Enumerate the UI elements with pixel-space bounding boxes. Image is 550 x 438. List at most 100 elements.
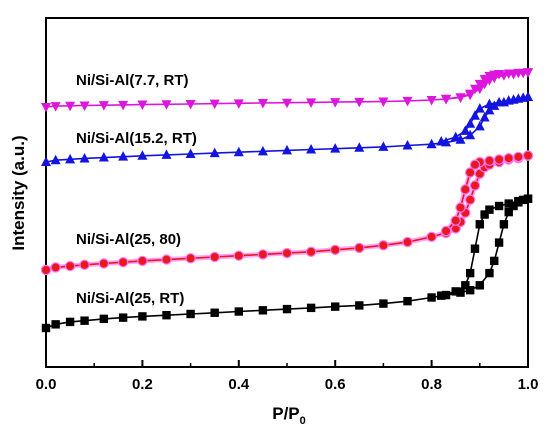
data-point-square <box>138 312 147 321</box>
data-point-triangle-down <box>441 94 452 105</box>
x-tick-label: 0.4 <box>228 376 250 393</box>
data-point-square <box>509 201 518 211</box>
data-point-circle <box>484 155 495 166</box>
data-point-triangle-up <box>65 153 76 164</box>
series-3 <box>41 68 533 113</box>
data-point-triangle-up <box>474 120 485 131</box>
data-point-triangle-down <box>330 98 341 108</box>
data-point-triangle-up <box>209 147 220 158</box>
data-point-triangle-down <box>41 103 51 113</box>
data-point-triangle-down <box>79 101 90 111</box>
data-point-triangle-down <box>479 74 490 85</box>
data-point-square <box>306 303 316 313</box>
data-point-circle <box>40 264 52 276</box>
data-point-square <box>494 201 504 211</box>
x-tick-label: 0.0 <box>36 376 57 393</box>
series-label-3: Ni/Si-Al(7.7, RT) <box>76 72 189 89</box>
data-point-circle <box>469 180 481 191</box>
data-point-square <box>456 288 465 297</box>
data-point-circle <box>513 151 524 163</box>
data-point-triangle-up <box>354 142 365 152</box>
data-point-triangle-up <box>474 103 485 113</box>
data-point-circle <box>378 240 389 251</box>
data-point-square <box>80 316 89 325</box>
series-layer <box>40 68 534 333</box>
data-point-square <box>494 238 504 247</box>
data-point-circle <box>64 260 76 272</box>
data-point-circle <box>281 247 293 259</box>
data-point-square <box>480 210 489 219</box>
data-point-triangle-down <box>282 98 292 109</box>
data-point-triangle-up <box>484 98 495 109</box>
data-point-triangle-down <box>523 68 533 78</box>
data-point-triangle-up <box>450 131 461 142</box>
data-point-circle <box>354 242 365 254</box>
x-axis-ticks: 0.0 0.2 0.4 0.6 0.8 1.0 <box>36 360 538 393</box>
data-point-triangle-down <box>257 99 268 109</box>
data-point-square <box>234 307 243 316</box>
data-point-triangle-up <box>257 145 268 156</box>
data-point-triangle-down <box>137 100 148 111</box>
series-label-2: Ni/Si-Al(15.2, RT) <box>76 130 197 147</box>
data-point-square <box>485 268 494 278</box>
data-point-triangle-down <box>65 101 76 112</box>
data-point-triangle-down <box>513 68 524 79</box>
data-point-triangle-down <box>469 84 480 95</box>
data-point-circle <box>450 215 461 226</box>
x-axis-title-subscript: 0 <box>300 415 306 427</box>
data-point-square <box>485 205 494 214</box>
data-point-square <box>465 268 475 278</box>
data-point-triangle-up <box>79 152 90 163</box>
data-point-square <box>186 309 195 319</box>
series-0 <box>41 194 533 333</box>
data-point-triangle-up <box>402 140 413 150</box>
data-point-triangle-down <box>354 97 365 108</box>
x-tick-label: 0.2 <box>132 376 153 393</box>
data-point-triangle-down <box>98 101 109 111</box>
data-point-triangle-down <box>378 97 389 108</box>
data-point-circle <box>426 231 437 243</box>
data-point-circle <box>402 236 413 248</box>
data-point-triangle-down <box>306 98 317 108</box>
plot-frame <box>45 17 529 368</box>
data-point-square <box>118 313 128 322</box>
data-point-square <box>355 301 364 310</box>
data-point-square <box>504 199 513 208</box>
x-axis-title-main: P/P <box>272 404 299 423</box>
data-point-triangle-down <box>118 100 129 111</box>
data-point-triangle-up <box>469 110 480 120</box>
data-point-square <box>41 323 51 333</box>
data-point-triangle-up <box>330 143 341 153</box>
data-point-triangle-up <box>118 151 129 161</box>
data-point-circle <box>233 250 244 261</box>
data-point-circle <box>464 167 476 178</box>
series-label-1: Ni/Si-Al(25, 80) <box>76 231 181 248</box>
data-point-triangle-down <box>465 89 476 100</box>
data-point-triangle-up <box>436 136 447 146</box>
data-point-triangle-up <box>161 149 172 159</box>
series-2 <box>41 91 533 166</box>
data-point-square <box>258 306 268 315</box>
data-point-circle <box>522 150 534 161</box>
data-point-circle <box>98 258 110 269</box>
data-point-square <box>461 281 470 290</box>
data-point-square <box>465 285 475 295</box>
data-point-circle <box>137 255 148 267</box>
data-point-circle <box>305 246 317 257</box>
data-point-triangle-up <box>513 93 524 103</box>
data-point-triangle-up <box>378 141 389 151</box>
data-point-triangle-up <box>41 156 51 166</box>
data-point-triangle-down <box>185 99 196 110</box>
data-point-triangle-down <box>484 71 495 82</box>
data-point-square <box>475 281 484 290</box>
data-point-circle <box>209 251 220 263</box>
data-point-square <box>99 314 109 324</box>
data-point-square <box>523 194 533 203</box>
x-tick-label: 0.6 <box>325 376 346 393</box>
data-point-square <box>475 220 484 229</box>
data-point-circle <box>330 244 341 256</box>
data-point-triangle-up <box>503 95 514 105</box>
data-point-triangle-up <box>185 148 196 158</box>
data-point-circle <box>464 194 476 205</box>
series-1 <box>40 150 534 276</box>
